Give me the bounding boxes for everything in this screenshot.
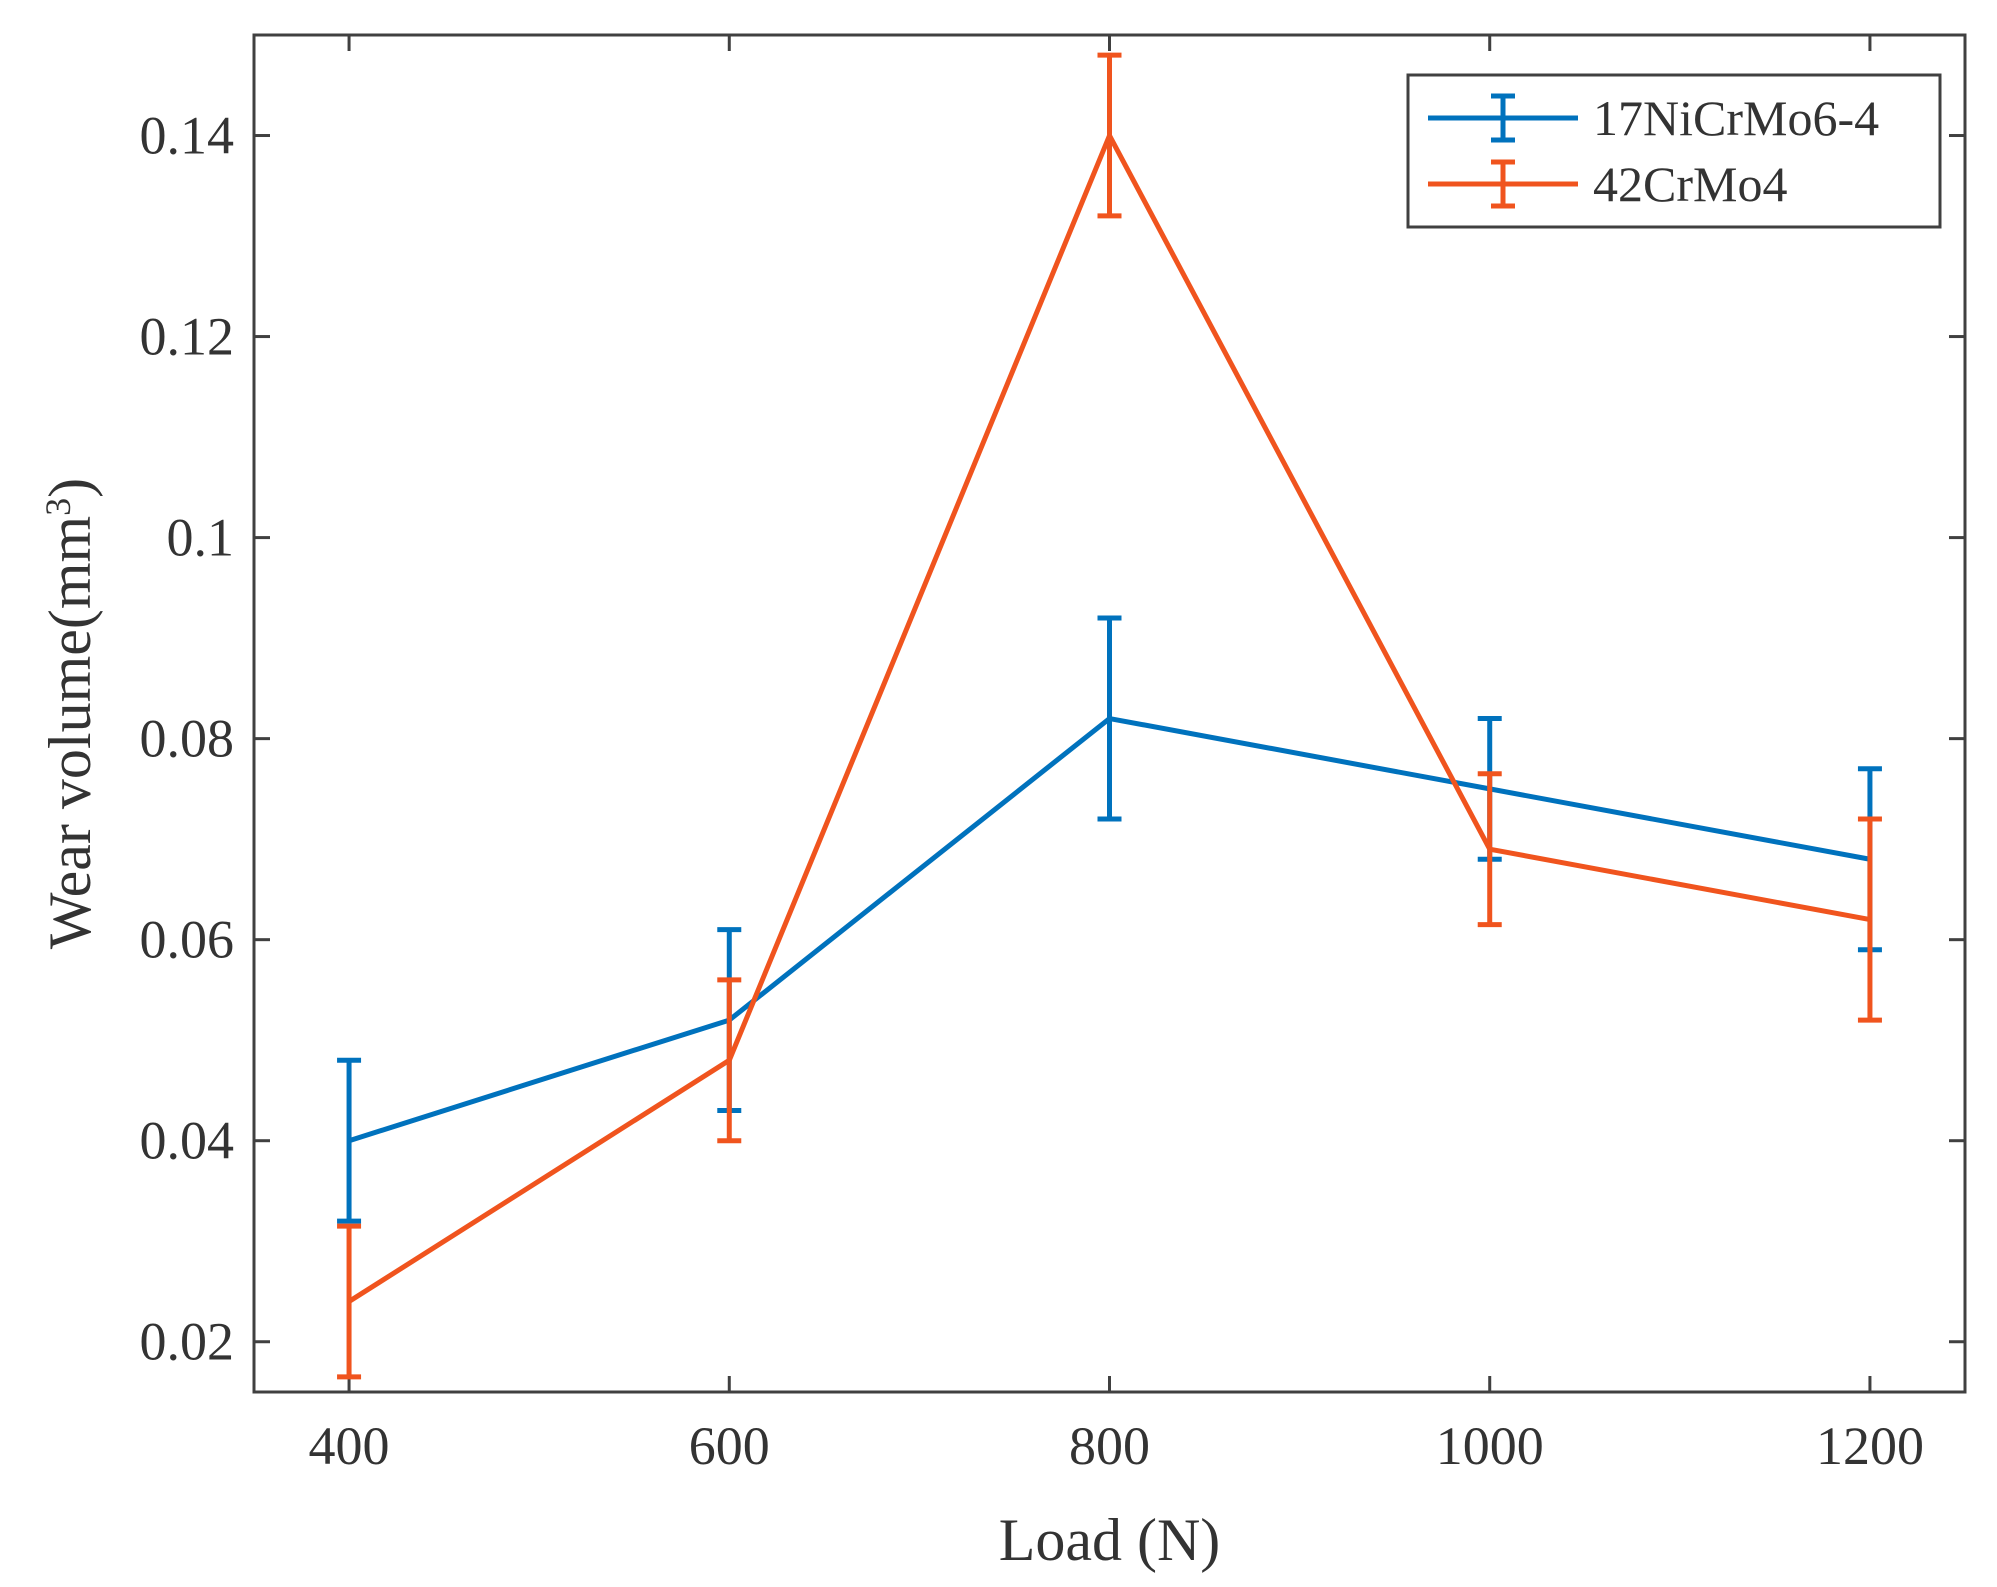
x-tick-label: 600 <box>689 1416 770 1476</box>
x-tick-label: 800 <box>1069 1416 1150 1476</box>
y-axis-title-text: Wear volume(mm <box>37 516 103 949</box>
error-bar <box>717 977 742 1144</box>
y-axis-title-superscript: 3 <box>38 498 78 516</box>
y-tick-label: 0.02 <box>140 1312 235 1372</box>
y-tick-label: 0.06 <box>140 910 235 970</box>
legend: 17NiCrMo6-4 42CrMo4 <box>1406 73 1942 229</box>
x-tick-label: 1000 <box>1436 1416 1544 1476</box>
error-bar <box>1857 816 1882 1023</box>
error-bar <box>1477 771 1502 928</box>
error-bar <box>1097 615 1122 822</box>
y-axis-title-close: ) <box>37 478 103 498</box>
x-tick-label: 1200 <box>1816 1416 1924 1476</box>
error-bar <box>337 1057 362 1224</box>
y-tick-label: 0.12 <box>140 307 235 367</box>
legend-item: 42CrMo4 <box>1428 156 1787 212</box>
legend-box <box>1406 73 1942 229</box>
plot-frame <box>252 33 1967 1394</box>
error-bar <box>337 1223 362 1380</box>
y-tick-label: 0.04 <box>140 1111 235 1171</box>
series-1 <box>337 52 1882 1380</box>
y-axis-title: Wear volume(mm3) <box>37 478 103 949</box>
axis-ticks <box>254 35 1965 1392</box>
y-tick-label: 0.08 <box>140 709 235 769</box>
error-bar <box>1097 52 1122 219</box>
legend-item: 17NiCrMo6-4 <box>1428 90 1879 146</box>
y-tick-label: 0.14 <box>140 106 235 166</box>
x-axis-title: Load (N) <box>999 1507 1221 1573</box>
y-tick-label: 0.1 <box>167 508 235 568</box>
tick-labels: 400 600 800 1000 1200 0.02 0.04 0.06 0.08 0.1 0.12… <box>140 106 1924 1476</box>
series-layer <box>337 52 1882 1380</box>
legend-label: 42CrMo4 <box>1593 156 1787 212</box>
legend-label: 17NiCrMo6-4 <box>1593 90 1879 146</box>
x-tick-label: 400 <box>309 1416 390 1476</box>
